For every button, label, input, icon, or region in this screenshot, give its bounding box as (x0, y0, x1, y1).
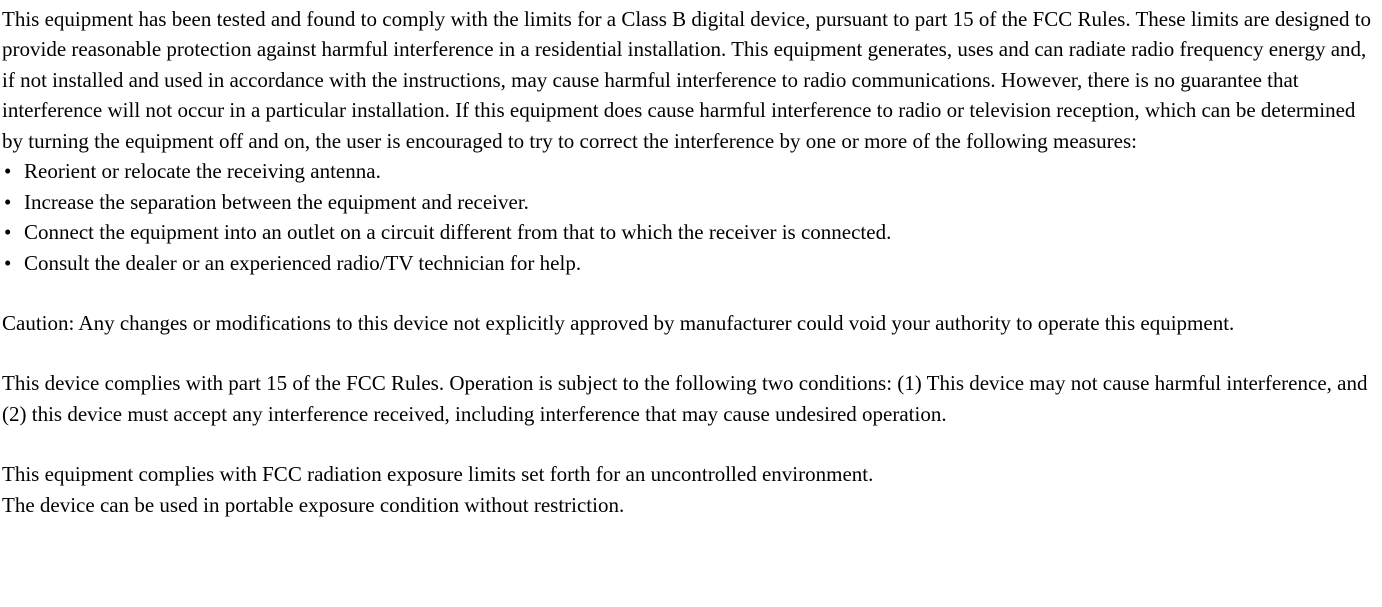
compliance-paragraph: This device complies with part 15 of the… (2, 368, 1380, 429)
bullet-text: Increase the separation between the equi… (24, 187, 1380, 217)
spacer (2, 278, 1380, 308)
bullet-text: Reorient or relocate the receiving anten… (24, 156, 1380, 186)
spacer (2, 429, 1380, 459)
fcc-intro-paragraph: This equipment has been tested and found… (2, 4, 1380, 156)
caution-paragraph: Caution: Any changes or modifications to… (2, 308, 1380, 338)
bullet-icon: • (2, 248, 24, 278)
bullet-text: Connect the equipment into an outlet on … (24, 217, 1380, 247)
bullet-text: Consult the dealer or an experienced rad… (24, 248, 1380, 278)
list-item: • Increase the separation between the eq… (2, 187, 1380, 217)
spacer (2, 338, 1380, 368)
list-item: • Consult the dealer or an experienced r… (2, 248, 1380, 278)
radiation-paragraph: This equipment complies with FCC radiati… (2, 459, 1380, 489)
bullet-icon: • (2, 187, 24, 217)
list-item: • Reorient or relocate the receiving ant… (2, 156, 1380, 186)
bullet-icon: • (2, 217, 24, 247)
bullet-icon: • (2, 156, 24, 186)
portable-paragraph: The device can be used in portable expos… (2, 490, 1380, 520)
measures-list: • Reorient or relocate the receiving ant… (2, 156, 1380, 278)
list-item: • Connect the equipment into an outlet o… (2, 217, 1380, 247)
